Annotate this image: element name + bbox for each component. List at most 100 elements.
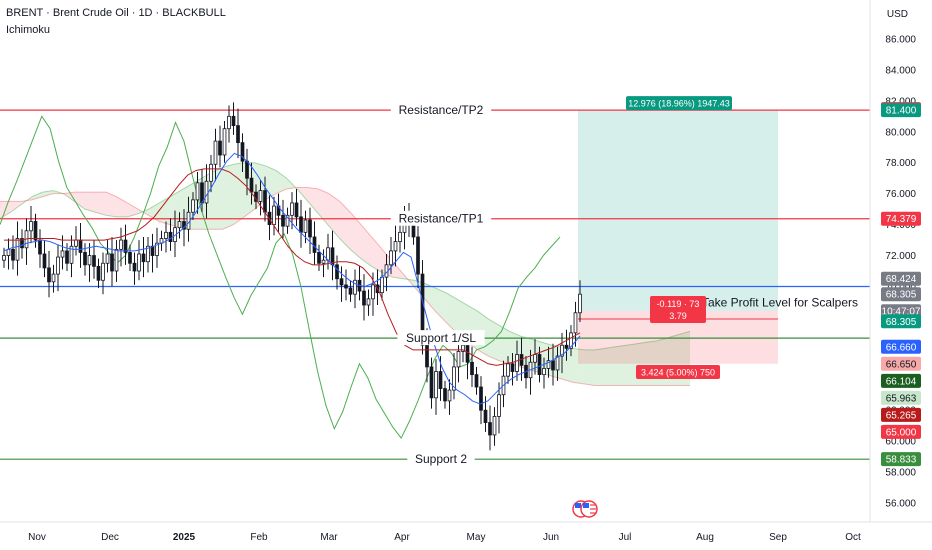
candle bbox=[321, 249, 326, 278]
stop-label-box: 3.424 (5.00%) 750 bbox=[636, 365, 720, 379]
candle bbox=[474, 366, 479, 395]
candle-body bbox=[200, 182, 204, 204]
candle bbox=[353, 269, 357, 309]
ichimoku-cloud-segment bbox=[233, 162, 245, 225]
ichimoku-cloud-segment bbox=[116, 196, 128, 217]
price-tag-label: 66.104 bbox=[886, 376, 917, 387]
y-tick-label: 84.000 bbox=[885, 65, 916, 76]
candle bbox=[492, 407, 497, 446]
candle-body bbox=[560, 344, 564, 357]
ichimoku-cloud-segment bbox=[31, 192, 43, 200]
level-label-bg bbox=[390, 102, 492, 118]
candle bbox=[11, 235, 15, 270]
y-tick-label: 86.000 bbox=[885, 35, 916, 46]
price-tag-label: 74.379 bbox=[886, 214, 917, 225]
price-tag: 58.833 bbox=[881, 452, 921, 467]
candle bbox=[132, 252, 137, 285]
level-label: Resistance/TP2 bbox=[399, 103, 484, 117]
candle-body bbox=[578, 293, 582, 314]
x-tick-label: Aug bbox=[696, 532, 714, 543]
candle-body bbox=[564, 344, 569, 349]
candle-body bbox=[281, 214, 285, 227]
ichimoku-cloud-segment bbox=[403, 274, 414, 287]
candle-body bbox=[114, 248, 119, 272]
candle-body bbox=[11, 248, 15, 261]
candle bbox=[119, 227, 123, 267]
candle bbox=[578, 280, 582, 323]
candle-body bbox=[429, 366, 434, 399]
ichimoku-cloud-segment bbox=[222, 164, 234, 230]
candle-body bbox=[546, 360, 551, 369]
target-label-box: 12.976 (18.96%) 1947.43 bbox=[626, 96, 732, 111]
candle bbox=[285, 207, 290, 234]
ichimoku-cloud-segment bbox=[276, 170, 287, 194]
candle-body bbox=[87, 255, 92, 266]
stop-label-bg bbox=[636, 365, 720, 379]
candle-body bbox=[294, 202, 299, 218]
candle-body bbox=[263, 190, 267, 213]
candle bbox=[416, 226, 420, 289]
candle-body bbox=[15, 238, 20, 261]
candle bbox=[15, 221, 20, 276]
stop-label: 3.424 (5.00%) 750 bbox=[641, 368, 715, 378]
ichimoku-cloud-segment bbox=[286, 178, 298, 190]
candle bbox=[569, 325, 573, 357]
x-tick-label: Jun bbox=[543, 532, 559, 543]
candle-body bbox=[438, 371, 443, 389]
candle-body bbox=[465, 344, 470, 363]
candle-body bbox=[204, 180, 209, 204]
price-tag-label: 66.650 bbox=[886, 359, 917, 370]
candle-body bbox=[380, 276, 384, 294]
ichimoku-cloud-segment bbox=[573, 348, 584, 384]
candle-body bbox=[105, 253, 110, 264]
ichimoku-cloud-segment bbox=[445, 292, 457, 333]
tenkan-sen bbox=[3, 152, 581, 405]
candle-body bbox=[533, 354, 537, 363]
x-tick-label: Sep bbox=[769, 532, 787, 543]
candle bbox=[443, 380, 447, 409]
ichimoku-cloud-segment bbox=[339, 201, 351, 250]
current-pnl-box: -0.119 · 73 3.79 bbox=[650, 296, 706, 323]
candle-body bbox=[132, 262, 137, 272]
ichimoku-cloud-segment bbox=[21, 196, 32, 205]
currency-label[interactable]: USD bbox=[886, 9, 908, 20]
candle bbox=[24, 218, 29, 265]
price-tag: 68.305 bbox=[881, 287, 921, 302]
candle bbox=[249, 162, 254, 205]
ichimoku-cloud-segment bbox=[615, 345, 627, 386]
candle bbox=[177, 212, 182, 239]
x-tick-label: Apr bbox=[394, 532, 410, 543]
price-tag-bg bbox=[881, 356, 921, 371]
candle bbox=[123, 224, 128, 265]
candle-body bbox=[555, 355, 560, 371]
candle bbox=[150, 233, 155, 273]
price-tag-label: 65.963 bbox=[886, 393, 917, 404]
candle bbox=[479, 376, 483, 425]
candle bbox=[560, 332, 564, 374]
candle bbox=[33, 213, 38, 248]
x-tick-label: 2025 bbox=[173, 532, 196, 543]
y-tick-label: 56.000 bbox=[885, 499, 916, 510]
price-tag: 65.265 bbox=[881, 407, 921, 422]
candle-body bbox=[83, 252, 87, 266]
candle-body bbox=[2, 255, 6, 261]
candle bbox=[551, 343, 555, 386]
y-tick-label: 78.000 bbox=[885, 158, 916, 169]
candle-body bbox=[425, 344, 429, 368]
candle bbox=[213, 128, 218, 182]
candle bbox=[240, 133, 245, 173]
candle-body bbox=[60, 250, 65, 258]
price-tag: 81.400 bbox=[881, 103, 921, 118]
candle bbox=[2, 247, 6, 268]
candle bbox=[29, 206, 33, 244]
candle-body bbox=[312, 236, 317, 253]
candle-body bbox=[272, 205, 276, 225]
candle-body bbox=[51, 273, 56, 283]
candle bbox=[105, 240, 110, 273]
candle bbox=[357, 266, 362, 301]
price-tag-label: 65.000 bbox=[886, 427, 917, 438]
candle-body bbox=[141, 253, 146, 263]
price-tag-label: 81.400 bbox=[886, 106, 917, 117]
